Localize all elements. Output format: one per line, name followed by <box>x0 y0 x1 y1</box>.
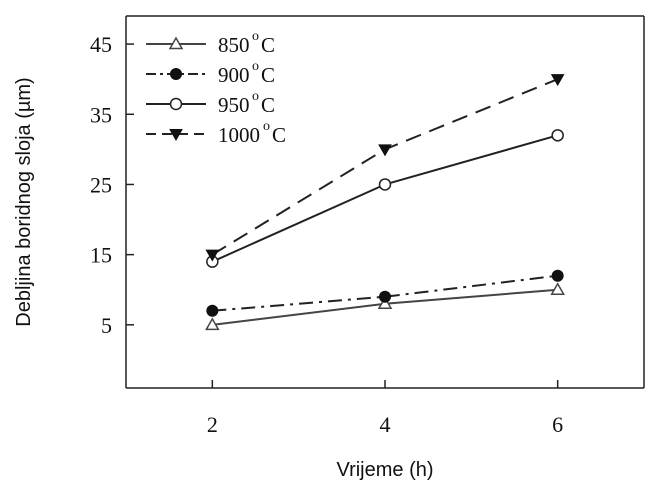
data-point <box>169 129 183 142</box>
x-tick-label: 4 <box>380 412 391 437</box>
data-point <box>169 97 183 111</box>
legend-label-sup: o <box>263 119 270 134</box>
y-tick-label: 25 <box>90 172 112 197</box>
legend-entry: 900 o C <box>146 59 275 87</box>
data-point <box>206 304 219 317</box>
x-tick-label: 2 <box>207 412 218 437</box>
data-point <box>378 178 392 191</box>
data-point <box>551 129 564 142</box>
series-950 <box>206 129 564 268</box>
legend-label-unit: C <box>272 123 286 147</box>
data-point <box>551 269 564 282</box>
y-tick-label: 15 <box>90 243 112 268</box>
y-tick-label: 45 <box>90 32 112 57</box>
x-axis-title: Vrijeme (h) <box>336 459 433 481</box>
legend-label: 950 <box>218 93 250 117</box>
data-point <box>378 144 392 157</box>
data-point <box>170 68 182 80</box>
data-point <box>205 249 220 262</box>
series-layer <box>205 74 565 331</box>
legend-entry: 950 o C <box>146 89 275 117</box>
series-850 <box>205 282 565 331</box>
legend-entry: 850 o C <box>146 29 275 57</box>
data-point <box>550 282 565 295</box>
legend-entry: 1000 o C <box>146 119 286 147</box>
y-axis-title: Debljina boridnog sloja (µm) <box>13 77 35 326</box>
y-tick-label: 35 <box>90 102 112 127</box>
legend-label-unit: C <box>261 33 275 57</box>
axes: 5 15 25 35 45 2 4 6 <box>90 15 645 437</box>
y-tick-label: 5 <box>101 313 112 338</box>
legend-label-sup: o <box>252 89 259 104</box>
data-point <box>377 296 393 310</box>
series-900 <box>206 269 564 317</box>
data-point <box>550 74 565 87</box>
series-1000 <box>205 74 565 262</box>
legend-label-unit: C <box>261 63 275 87</box>
data-point <box>168 36 184 50</box>
legend-label: 1000 <box>218 123 260 147</box>
data-point <box>205 317 220 331</box>
legend-label-sup: o <box>252 29 259 44</box>
data-point <box>379 290 391 303</box>
legend-label-sup: o <box>252 59 259 74</box>
legend-label: 850 <box>218 33 250 57</box>
legend-label: 900 <box>218 63 250 87</box>
x-tick-label: 6 <box>552 412 563 437</box>
legend-label-unit: C <box>261 93 275 117</box>
